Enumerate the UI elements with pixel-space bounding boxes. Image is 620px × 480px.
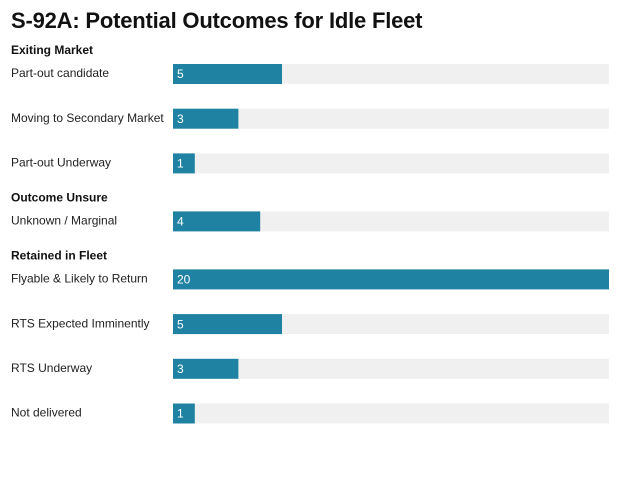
category-label: Not delivered — [11, 406, 82, 420]
bar — [173, 64, 282, 84]
category-label: Part-out Underway — [11, 156, 111, 170]
bar-value-label: 5 — [177, 67, 184, 81]
category-label: Moving to Secondary Market — [11, 111, 164, 125]
bar — [173, 211, 261, 232]
bar-track — [173, 211, 609, 232]
bar-track — [173, 108, 609, 129]
category-label: Unknown / Marginal — [11, 214, 117, 228]
group-label: Retained in Fleet — [11, 249, 107, 263]
category-label: Flyable & Likely to Return — [11, 272, 148, 286]
category-label: RTS Underway — [11, 361, 92, 375]
bar — [173, 403, 195, 424]
group-label: Outcome Unsure — [11, 191, 108, 205]
bar — [173, 314, 282, 335]
bar-value-label: 1 — [177, 407, 184, 421]
bar-track — [173, 403, 609, 424]
bar-value-label: 5 — [177, 317, 184, 331]
category-label: RTS Expected Imminently — [11, 316, 150, 330]
bar-track — [173, 358, 609, 379]
bar-value-label: 20 — [177, 273, 191, 287]
bar-value-label: 1 — [177, 157, 184, 171]
bar-value-label: 3 — [177, 112, 184, 126]
bar-value-label: 3 — [177, 362, 184, 376]
category-label: Part-out candidate — [11, 66, 109, 80]
group-label: Exiting Market — [11, 43, 93, 57]
bar — [173, 108, 239, 129]
bar-value-label: 4 — [177, 215, 184, 229]
bar — [173, 269, 609, 290]
bar-track — [173, 153, 609, 174]
bar — [173, 153, 195, 174]
chart-title: S-92A: Potential Outcomes for Idle Fleet — [11, 8, 423, 33]
bar — [173, 358, 239, 379]
